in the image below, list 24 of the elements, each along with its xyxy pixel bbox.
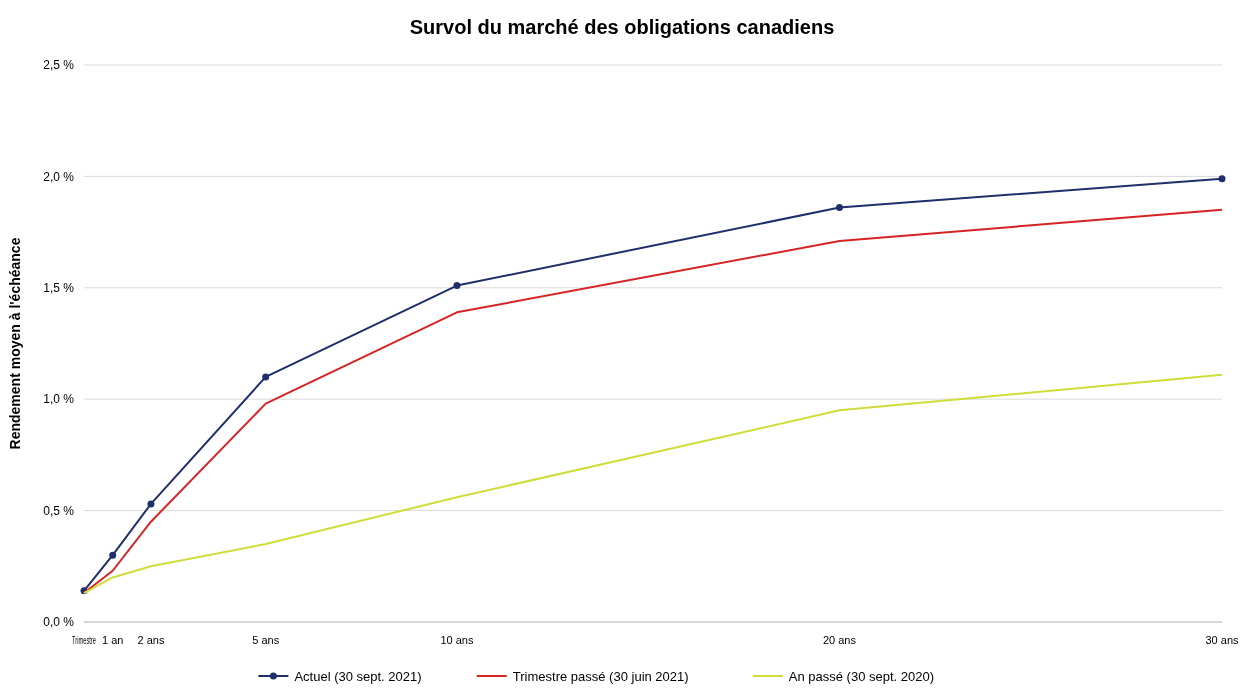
- x-tick-label: 20 ans: [822, 634, 857, 646]
- x-tick-label: 1 an: [101, 634, 124, 646]
- y-axis-title: Rendement moyen à l'échéance: [7, 237, 23, 450]
- point: [835, 204, 843, 212]
- chart-title: Survol du marché des obligations canadiens: [409, 16, 835, 38]
- point: [262, 373, 270, 381]
- y-tick-label: 1,5 %: [43, 281, 75, 295]
- point: [147, 500, 155, 508]
- x-tick-label: Trimestre: [72, 633, 96, 647]
- y-tick-label: 0,5 %: [43, 503, 75, 518]
- legend-label: Actuel (30 sept. 2021): [294, 668, 422, 684]
- x-tick-label: 5 ans: [252, 634, 280, 646]
- y-tick-label: 2,5 %: [43, 58, 75, 73]
- point: [453, 282, 461, 290]
- y-tick-label: 0,0 %: [43, 615, 75, 630]
- point: [1218, 175, 1226, 183]
- x-tick-label: 10 ans: [440, 634, 474, 646]
- y-tick-label: 2,0 %: [43, 169, 75, 184]
- point: [109, 551, 117, 559]
- legend-label: Trimestre passé (30 juin 2021): [512, 668, 689, 684]
- x-tick-label: 2 ans: [137, 634, 165, 646]
- legend-label: An passé (30 sept. 2020): [788, 668, 935, 684]
- y-tick-label: 1,0 %: [43, 392, 75, 407]
- x-tick-label: 30 ans: [1205, 634, 1240, 646]
